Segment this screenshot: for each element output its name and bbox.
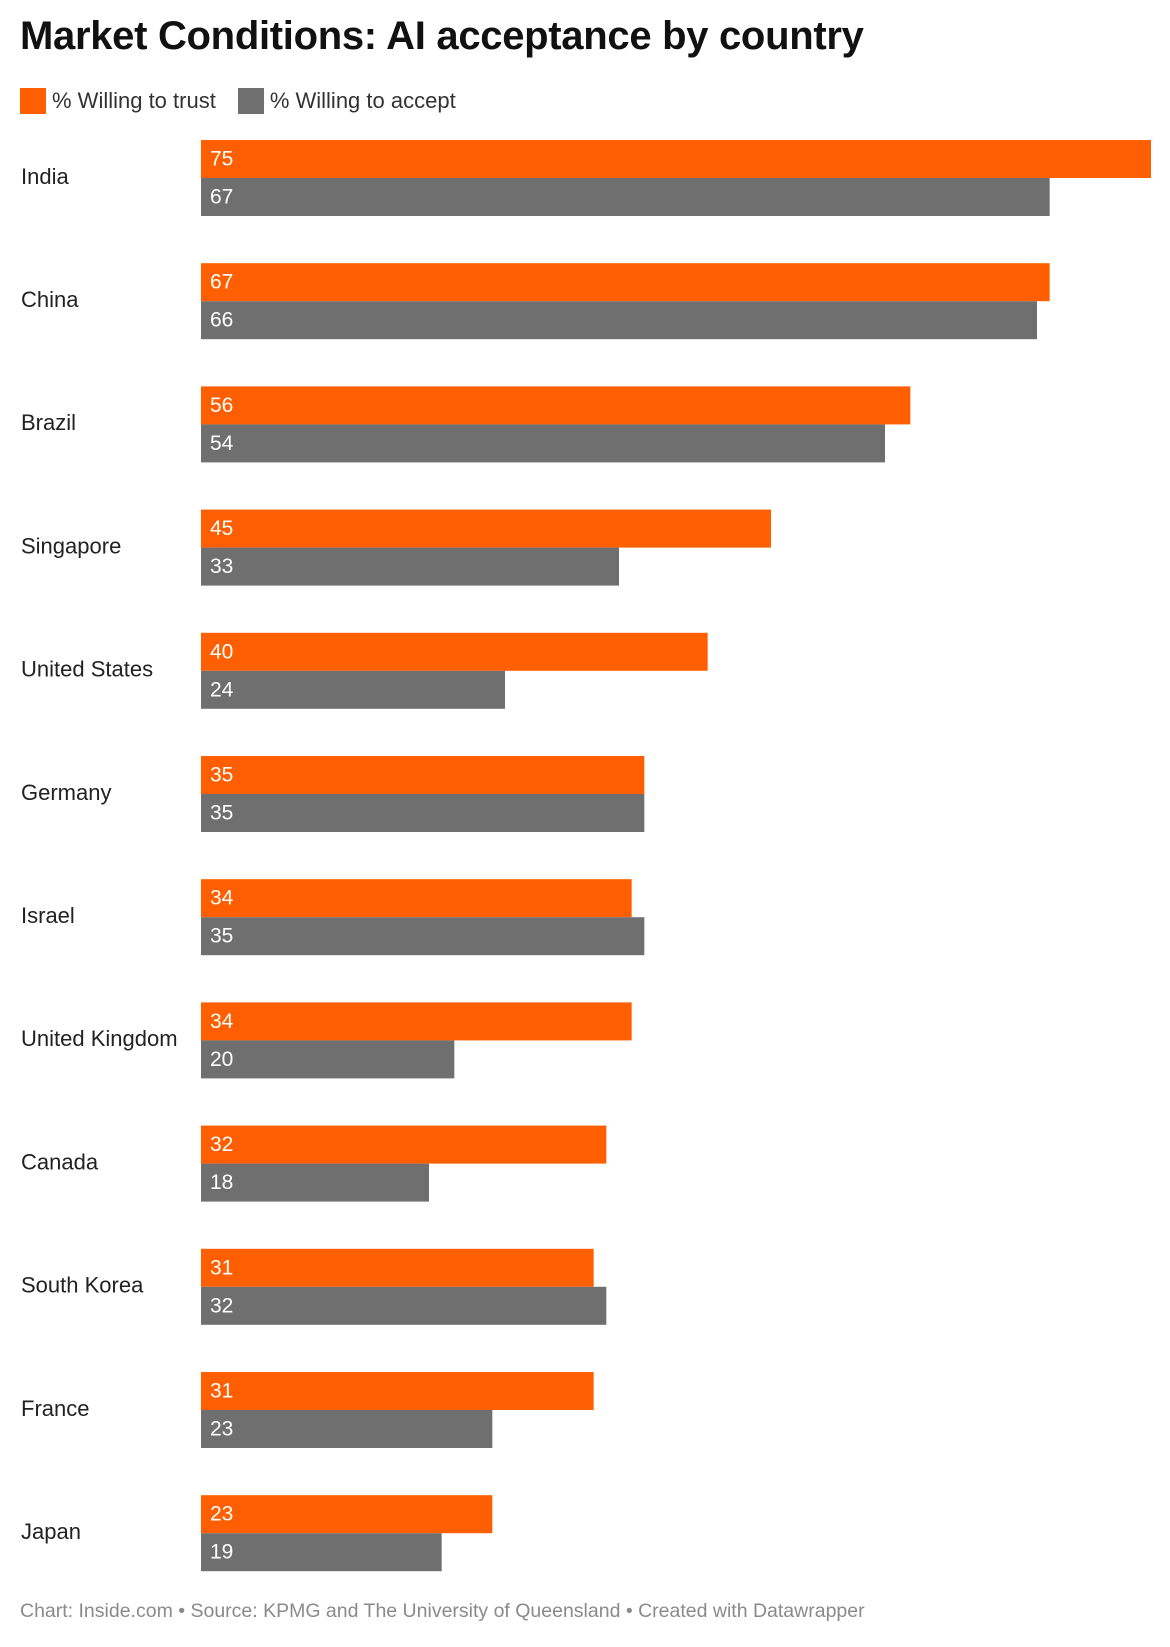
bar-group-brazil: Brazil 56 54 — [21, 386, 911, 463]
bar-group-south-korea: South Korea 31 32 — [21, 1248, 607, 1325]
legend-item-accept: % Willing to accept — [237, 88, 456, 114]
value-label-trust: 32 — [210, 1133, 233, 1156]
category-label: Canada — [21, 1149, 99, 1174]
bar-trust — [201, 1125, 607, 1164]
bar-trust — [201, 1495, 493, 1534]
bar-accept — [201, 547, 619, 586]
value-label-accept: 67 — [210, 186, 233, 209]
category-label: Brazil — [21, 410, 76, 435]
bar-group-united-kingdom: United Kingdom 34 20 — [21, 1002, 632, 1079]
bar-trust — [201, 1002, 632, 1041]
bar-group-canada: Canada 32 18 — [21, 1125, 607, 1202]
category-label: Germany — [21, 780, 111, 805]
value-label-accept: 18 — [210, 1171, 233, 1194]
value-label-trust: 34 — [210, 1010, 234, 1033]
value-label-trust: 56 — [210, 394, 233, 417]
bar-accept — [201, 424, 885, 463]
bar-trust — [201, 509, 771, 548]
category-label: Japan — [21, 1519, 81, 1544]
chart-footer: Chart: Inside.com • Source: KPMG and The… — [20, 1600, 865, 1622]
value-label-trust: 35 — [210, 764, 233, 787]
bar-group-germany: Germany 35 35 — [21, 756, 645, 832]
category-label: Singapore — [21, 533, 121, 558]
bar-trust — [201, 632, 708, 671]
bar-trust — [201, 1372, 594, 1410]
legend-swatch-trust — [20, 88, 46, 114]
chart-title: Market Conditions: AI acceptance by coun… — [20, 14, 864, 58]
value-label-accept: 54 — [210, 432, 234, 455]
value-label-trust: 67 — [210, 271, 233, 294]
value-label-trust: 31 — [210, 1256, 233, 1279]
legend-label-accept: % Willing to accept — [269, 88, 456, 113]
value-label-accept: 23 — [210, 1418, 233, 1441]
bar-group-singapore: Singapore 45 33 — [21, 509, 771, 586]
bar-accept — [201, 917, 645, 956]
value-label-accept: 20 — [210, 1048, 233, 1071]
value-label-accept: 33 — [210, 555, 233, 578]
value-label-accept: 35 — [210, 925, 233, 948]
category-label: United States — [21, 657, 153, 682]
bar-accept — [201, 794, 645, 832]
bar-trust — [201, 756, 645, 794]
bar-accept — [201, 178, 1050, 216]
bar-group-china: China 67 66 — [21, 263, 1050, 340]
bar-accept — [201, 1163, 429, 1202]
bar-trust — [201, 386, 911, 425]
value-label-accept: 35 — [210, 802, 233, 825]
category-label: United Kingdom — [21, 1026, 178, 1051]
bar-accept — [201, 301, 1037, 340]
value-label-accept: 19 — [210, 1541, 233, 1564]
bar-group-france: France 31 23 — [21, 1372, 594, 1448]
legend-item-trust: % Willing to trust — [20, 88, 216, 114]
bar-group-japan: Japan 23 19 — [21, 1495, 493, 1572]
bar-accept — [201, 1533, 442, 1572]
value-label-accept: 32 — [210, 1294, 233, 1317]
category-label: France — [21, 1396, 89, 1421]
value-label-accept: 66 — [210, 309, 233, 332]
bar-trust — [201, 140, 1151, 178]
bar-trust — [201, 879, 632, 918]
legend-swatch-accept — [237, 88, 264, 114]
category-label: Israel — [21, 903, 75, 928]
bar-group-united-states: United States 40 24 — [21, 632, 708, 709]
bar-accept — [201, 1410, 493, 1448]
value-label-trust: 40 — [210, 640, 233, 663]
value-label-trust: 75 — [210, 148, 233, 171]
bar-trust — [201, 263, 1050, 302]
bar-trust — [201, 1248, 594, 1287]
value-label-trust: 31 — [210, 1380, 233, 1403]
bar-accept — [201, 1040, 455, 1079]
bar-accept — [201, 1286, 607, 1325]
bar-group-india: India 75 67 — [21, 140, 1151, 216]
category-label: India — [21, 164, 69, 189]
category-label: China — [21, 287, 79, 312]
category-label: South Korea — [21, 1273, 144, 1298]
value-label-accept: 24 — [210, 678, 234, 701]
chart-legend: % Willing to trust % Willing to accept — [20, 86, 478, 116]
value-label-trust: 34 — [210, 887, 234, 910]
value-label-trust: 45 — [210, 517, 233, 540]
value-label-trust: 23 — [210, 1503, 233, 1526]
bar-accept — [201, 670, 505, 709]
bar-group-israel: Israel 34 35 — [21, 879, 645, 956]
legend-label-trust: % Willing to trust — [52, 88, 216, 113]
